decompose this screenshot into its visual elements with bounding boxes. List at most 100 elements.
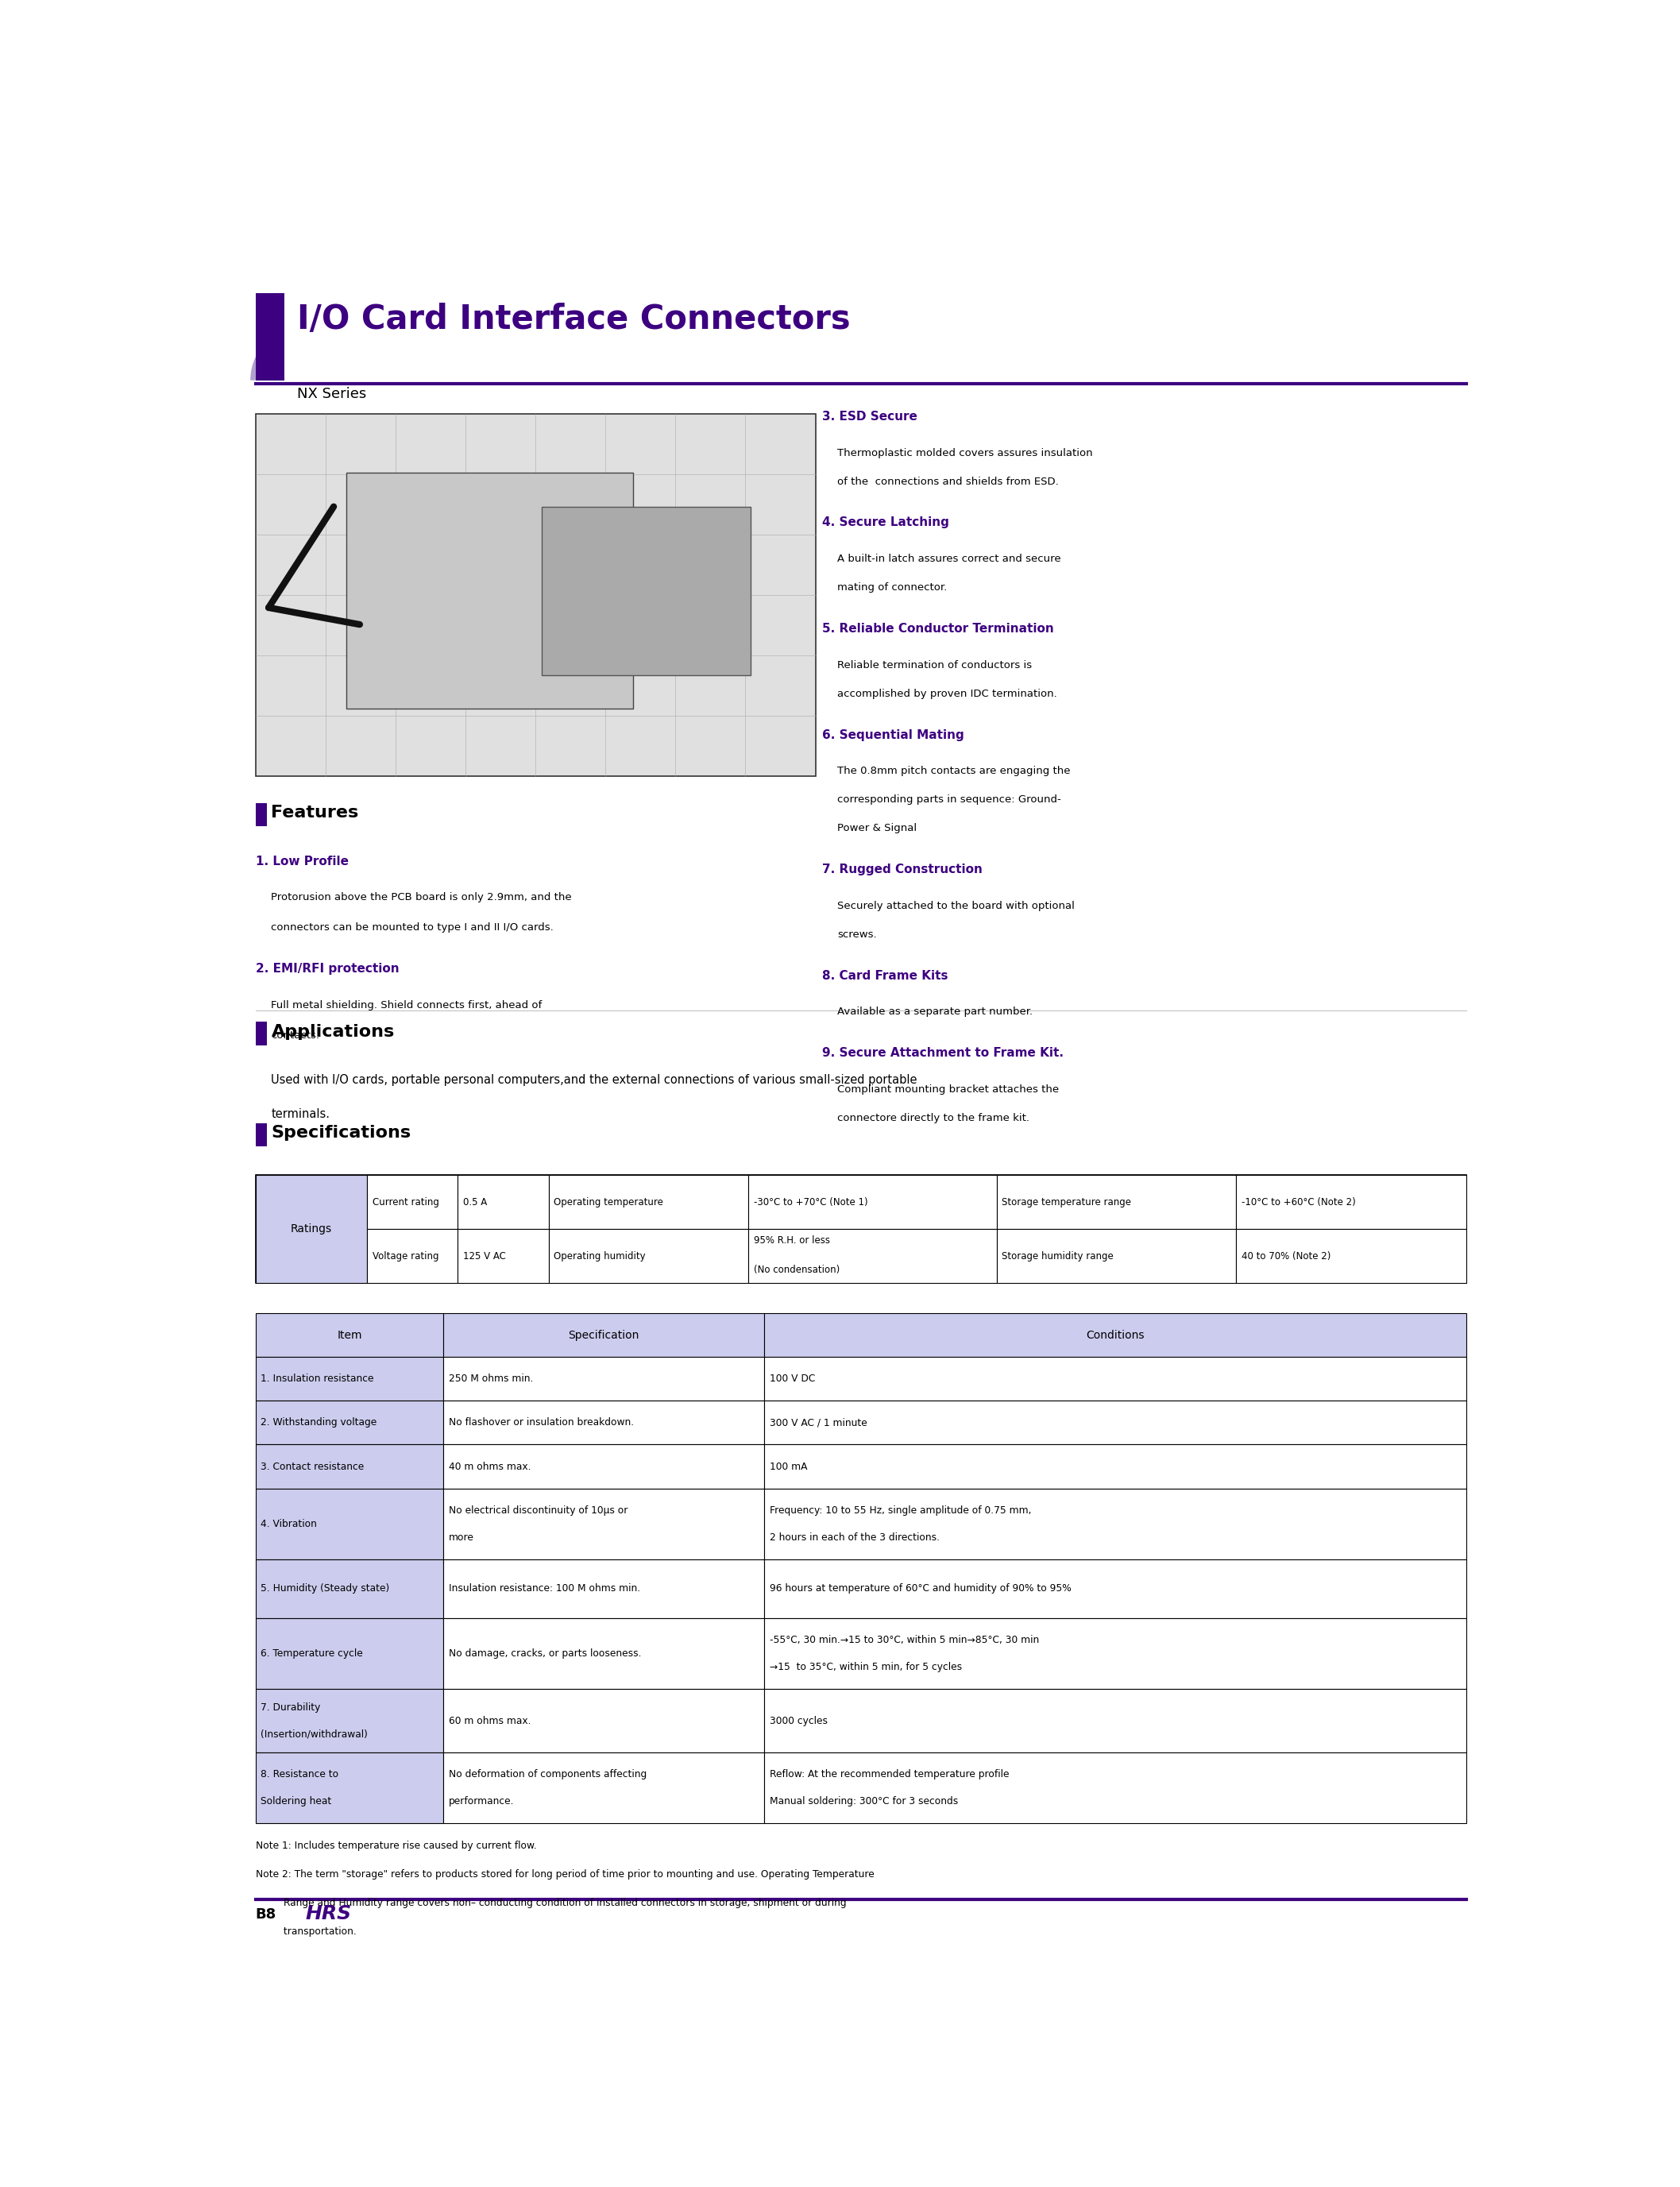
Text: Storage temperature range: Storage temperature range: [1001, 1196, 1131, 1207]
Text: Frequency: 10 to 55 Hz, single amplitude of 0.75 mm,: Frequency: 10 to 55 Hz, single amplitude…: [769, 1505, 1032, 1516]
Text: 6. Sequential Mating: 6. Sequential Mating: [822, 728, 964, 741]
Text: -55°C, 30 min.→15 to 30°C, within 5 min→85°C, 30 min: -55°C, 30 min.→15 to 30°C, within 5 min→…: [769, 1634, 1038, 1645]
Text: 7. Durability: 7. Durability: [260, 1701, 321, 1712]
Text: →15  to 35°C, within 5 min, for 5 cycles: →15 to 35°C, within 5 min, for 5 cycles: [769, 1662, 961, 1673]
Text: 100 V DC: 100 V DC: [769, 1373, 815, 1384]
Text: connectore directly to the frame kit.: connectore directly to the frame kit.: [838, 1113, 1030, 1124]
Bar: [255, 1489, 444, 1559]
Text: -30°C to +70°C (Note 1): -30°C to +70°C (Note 1): [754, 1196, 867, 1207]
Bar: [996, 1229, 1236, 1284]
Text: Specifications: Specifications: [270, 1124, 412, 1142]
Text: 8. Resistance to: 8. Resistance to: [260, 1769, 339, 1780]
Text: 40 m ohms max.: 40 m ohms max.: [449, 1461, 531, 1472]
Text: Operating humidity: Operating humidity: [554, 1251, 645, 1262]
Bar: [457, 1229, 549, 1284]
Text: 2. EMI/RFI protection: 2. EMI/RFI protection: [255, 962, 400, 975]
Bar: [764, 1752, 1467, 1824]
Text: (Insertion/withdrawal): (Insertion/withdrawal): [260, 1730, 368, 1739]
Bar: [346, 472, 633, 709]
Bar: [549, 1174, 748, 1229]
Text: Storage humidity range: Storage humidity range: [1001, 1251, 1114, 1262]
Bar: [764, 1618, 1467, 1688]
Bar: [543, 507, 751, 676]
Bar: [444, 1489, 764, 1559]
Bar: [1236, 1229, 1467, 1284]
Text: I/O Card Interface Connectors: I/O Card Interface Connectors: [297, 302, 850, 337]
Bar: [255, 1446, 444, 1489]
Text: more: more: [449, 1533, 474, 1542]
Text: Insulation resistance: 100 M ohms min.: Insulation resistance: 100 M ohms min.: [449, 1583, 640, 1594]
Text: 5. Humidity (Steady state): 5. Humidity (Steady state): [260, 1583, 390, 1594]
Text: 96 hours at temperature of 60°C and humidity of 90% to 95%: 96 hours at temperature of 60°C and humi…: [769, 1583, 1070, 1594]
Bar: [255, 1402, 444, 1446]
Bar: [255, 1559, 444, 1618]
Text: 4. Secure Latching: 4. Secure Latching: [822, 516, 949, 529]
Text: Range and Humidity range covers non– conducting condition of installed connector: Range and Humidity range covers non– con…: [255, 1898, 847, 1907]
Text: 0.5 A: 0.5 A: [464, 1196, 487, 1207]
Bar: [764, 1402, 1467, 1446]
Bar: [255, 1174, 1467, 1284]
Text: Specification: Specification: [568, 1330, 638, 1341]
Text: mating of connector.: mating of connector.: [838, 582, 948, 593]
Text: Ratings: Ratings: [291, 1223, 333, 1236]
Text: Reliable termination of conductors is: Reliable termination of conductors is: [838, 660, 1032, 669]
Wedge shape: [250, 337, 284, 381]
Text: No deformation of components affecting: No deformation of components affecting: [449, 1769, 647, 1780]
Text: 4. Vibration: 4. Vibration: [260, 1518, 318, 1529]
Text: 2. Withstanding voltage: 2. Withstanding voltage: [260, 1417, 376, 1428]
Bar: [255, 1021, 267, 1045]
Text: No flashover or insulation breakdown.: No flashover or insulation breakdown.: [449, 1417, 633, 1428]
Bar: [764, 1446, 1467, 1489]
Text: Features: Features: [270, 805, 360, 820]
Bar: [255, 1312, 444, 1356]
Text: Full metal shielding. Shield connects first, ahead of: Full metal shielding. Shield connects fi…: [270, 999, 543, 1010]
Text: 7. Rugged Construction: 7. Rugged Construction: [822, 864, 983, 875]
Bar: [444, 1559, 764, 1618]
Text: NX Series: NX Series: [297, 387, 366, 402]
Text: No electrical discontinuity of 10μs or: No electrical discontinuity of 10μs or: [449, 1505, 628, 1516]
Text: 3. Contact resistance: 3. Contact resistance: [260, 1461, 365, 1472]
Text: -10°C to +60°C (Note 2): -10°C to +60°C (Note 2): [1242, 1196, 1356, 1207]
Bar: [444, 1446, 764, 1489]
Bar: [1236, 1174, 1467, 1229]
Text: 2 hours in each of the 3 directions.: 2 hours in each of the 3 directions.: [769, 1533, 939, 1542]
Text: 1. Insulation resistance: 1. Insulation resistance: [260, 1373, 375, 1384]
Text: Reflow: At the recommended temperature profile: Reflow: At the recommended temperature p…: [769, 1769, 1008, 1780]
Text: Securely attached to the board with optional: Securely attached to the board with opti…: [838, 901, 1075, 912]
Text: screws.: screws.: [838, 929, 877, 940]
Text: No damage, cracks, or parts looseness.: No damage, cracks, or parts looseness.: [449, 1649, 642, 1658]
Text: 95% R.H. or less: 95% R.H. or less: [754, 1236, 830, 1247]
Text: 40 to 70% (Note 2): 40 to 70% (Note 2): [1242, 1251, 1331, 1262]
Text: terminals.: terminals.: [270, 1109, 329, 1120]
Text: contacts.: contacts.: [270, 1030, 319, 1041]
Bar: [764, 1489, 1467, 1559]
Text: 100 mA: 100 mA: [769, 1461, 806, 1472]
Text: The 0.8mm pitch contacts are engaging the: The 0.8mm pitch contacts are engaging th…: [838, 765, 1070, 776]
Text: Soldering heat: Soldering heat: [260, 1796, 331, 1806]
Bar: [255, 1688, 444, 1752]
Bar: [764, 1559, 1467, 1618]
Text: (No condensation): (No condensation): [754, 1264, 840, 1275]
Text: 1. Low Profile: 1. Low Profile: [255, 855, 348, 866]
Bar: [255, 1122, 267, 1146]
Bar: [764, 1312, 1467, 1356]
Text: Current rating: Current rating: [373, 1196, 438, 1207]
Text: of the  connections and shields from ESD.: of the connections and shields from ESD.: [838, 477, 1058, 488]
Text: Compliant mounting bracket attaches the: Compliant mounting bracket attaches the: [838, 1085, 1060, 1094]
Text: Available as a separate part number.: Available as a separate part number.: [838, 1006, 1033, 1017]
Text: 8. Card Frame Kits: 8. Card Frame Kits: [822, 969, 948, 982]
Text: transportation.: transportation.: [255, 1927, 356, 1935]
Bar: [255, 803, 267, 827]
Text: connectors can be mounted to type I and II I/O cards.: connectors can be mounted to type I and …: [270, 923, 554, 934]
Text: Item: Item: [338, 1330, 361, 1341]
Text: A built-in latch assures correct and secure: A built-in latch assures correct and sec…: [838, 553, 1062, 564]
Bar: [255, 1752, 444, 1824]
Bar: [255, 413, 815, 776]
Bar: [549, 1229, 748, 1284]
Text: B8: B8: [255, 1907, 277, 1922]
Bar: [457, 1174, 549, 1229]
Text: 60 m ohms max.: 60 m ohms max.: [449, 1715, 531, 1726]
Text: HRS: HRS: [306, 1905, 351, 1922]
Bar: [444, 1312, 764, 1356]
Text: Applications: Applications: [270, 1024, 395, 1039]
